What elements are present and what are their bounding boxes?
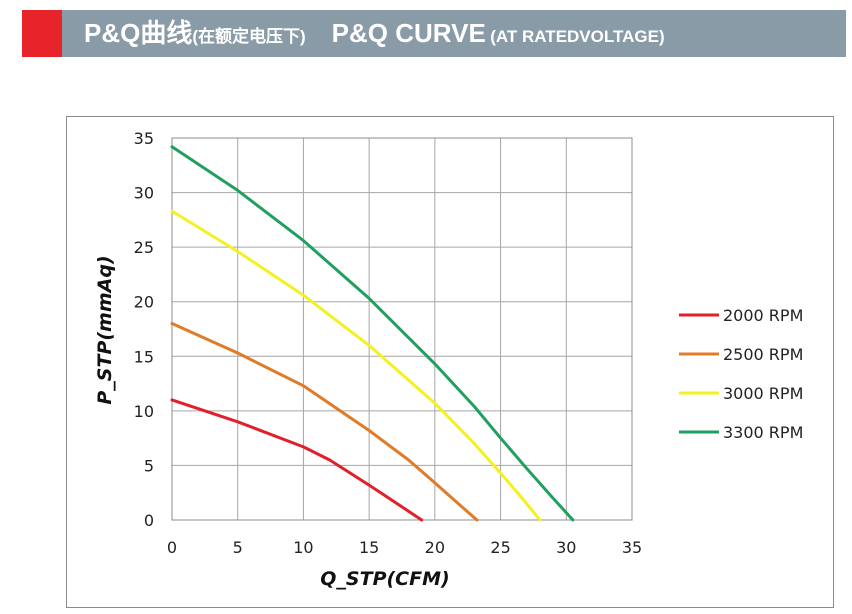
legend-entry: 2000 RPM: [723, 306, 803, 325]
series-line-2000-rpm: [170, 398, 424, 522]
chart-axes: 0 5 10 15 20 25 30 35 0 5 10 15 20 25 30 35: [134, 129, 643, 557]
legend-entry: 3300 RPM: [723, 423, 803, 442]
series-line-3300-rpm: [170, 145, 575, 522]
y-tick-label: 25: [134, 238, 154, 257]
series-line-3000-rpm: [170, 209, 542, 522]
y-tick-label: 10: [134, 402, 154, 421]
title-cn-sub: (在额定电压下): [192, 27, 306, 46]
title-en-sub: (AT RATEDVOLTAGE): [490, 27, 665, 46]
x-tick-label: 30: [556, 538, 576, 557]
chart-grid: [171, 137, 633, 521]
x-axis-label: Q_STP(CFM): [320, 568, 449, 590]
chart-series: [170, 145, 575, 522]
x-tick-label: 35: [622, 538, 642, 557]
chart-frame: 0 5 10 15 20 25 30 35 0 5 10 15 20 25 30 35 2000 RPM 250…: [66, 116, 834, 608]
x-tick-label: 15: [359, 538, 379, 557]
legend-entry: 3000 RPM: [723, 384, 803, 403]
y-tick-label: 30: [134, 184, 154, 203]
x-tick-label: 10: [293, 538, 313, 557]
x-tick-label: 20: [425, 538, 445, 557]
plot-area-border: [171, 137, 633, 521]
y-axis-label: P_STP(mmAq): [94, 255, 116, 404]
chart-legend: 2000 RPM 2500 RPM 3000 RPM 3300 RPM: [679, 306, 803, 442]
series-line-2500-rpm: [170, 322, 479, 522]
header-title: P&Q曲线(在额定电压下) P&Q CURVE (AT RATEDVOLTAGE): [84, 10, 665, 57]
y-tick-label: 35: [134, 129, 154, 148]
y-tick-label: 20: [134, 293, 154, 312]
y-tick-label: 0: [144, 511, 154, 530]
section-header: P&Q曲线(在额定电压下) P&Q CURVE (AT RATEDVOLTAGE): [22, 10, 846, 57]
x-tick-label: 5: [233, 538, 243, 557]
x-tick-label: 0: [167, 538, 177, 557]
legend-entry: 2500 RPM: [723, 345, 803, 364]
x-tick-label: 25: [490, 538, 510, 557]
title-en: P&Q CURVE: [331, 18, 486, 48]
y-tick-label: 5: [144, 456, 154, 475]
header-accent-block: [22, 10, 62, 57]
title-cn: P&Q曲线: [84, 18, 193, 48]
pq-chart: 0 5 10 15 20 25 30 35 0 5 10 15 20 25 30 35 2000 RPM 250…: [94, 129, 803, 590]
y-tick-label: 15: [134, 347, 154, 366]
